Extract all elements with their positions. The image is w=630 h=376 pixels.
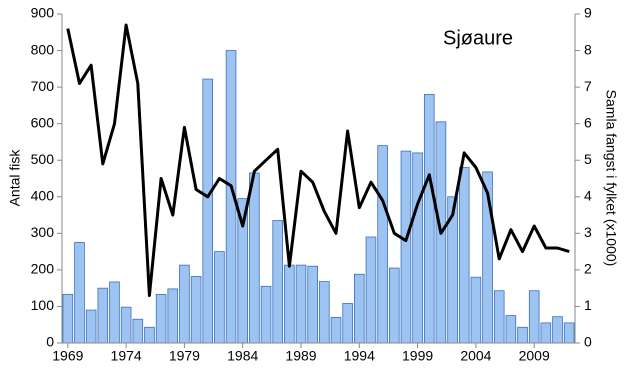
y2-tick-label: 9 (584, 5, 592, 21)
y-tick-label: 300 (31, 224, 55, 240)
y2-tick-label: 2 (584, 261, 592, 277)
x-tick-label: 1984 (227, 348, 258, 364)
bar (377, 145, 388, 344)
bar (412, 152, 423, 344)
bar (365, 236, 377, 344)
y-tick-label: 200 (31, 261, 55, 277)
bar (144, 326, 155, 344)
bar (109, 281, 120, 344)
y-tick-label: 400 (31, 187, 55, 203)
bar (342, 303, 353, 344)
bar (272, 220, 283, 344)
y2-axis-label: Samla fangst i fylket (x1000) (603, 90, 619, 267)
bar (563, 322, 575, 344)
bar (120, 306, 132, 344)
bar (179, 264, 190, 344)
bar (400, 150, 412, 344)
y2-tick-label: 6 (584, 114, 592, 130)
x-tick-label: 1999 (402, 348, 433, 364)
bar (470, 276, 482, 344)
y2-tick-label: 4 (584, 187, 592, 203)
y-tick-label: 500 (31, 151, 55, 167)
bar (62, 293, 74, 344)
bar (493, 290, 505, 344)
bar (307, 265, 318, 344)
x-tick-label: 1994 (344, 348, 375, 364)
bar (552, 316, 563, 344)
annotation: Sjøaure (443, 27, 513, 49)
bar (190, 276, 202, 344)
bar (528, 290, 540, 344)
y2-tick-label: 3 (584, 224, 592, 240)
bar (249, 172, 260, 344)
bar (423, 94, 435, 344)
bar (388, 267, 400, 344)
x-tick-label: 2004 (460, 348, 491, 364)
bar (295, 264, 307, 344)
bar (155, 293, 167, 344)
y2-tick-label: 5 (584, 151, 592, 167)
y2-tick-label: 0 (584, 334, 592, 350)
y-tick-label: 900 (31, 5, 55, 21)
y-tick-label: 800 (31, 41, 55, 57)
y2-tick-label: 1 (584, 297, 592, 313)
bar (458, 167, 470, 344)
bar (505, 315, 517, 344)
annotation-box (428, 22, 528, 56)
x-tick-label: 1989 (285, 348, 316, 364)
bar (540, 322, 552, 344)
y-tick-label: 100 (31, 297, 55, 313)
x-tick-label: 1974 (111, 348, 142, 364)
bar (97, 287, 109, 344)
bar (319, 281, 330, 344)
x-tick-label: 1969 (52, 348, 83, 364)
bar (85, 309, 97, 344)
y-axis-label: Antal fisk (7, 149, 23, 207)
y2-tick-label: 7 (584, 78, 592, 94)
bar (214, 251, 225, 344)
x-tick-label: 2009 (519, 348, 550, 364)
bar (284, 264, 295, 344)
y-tick-label: 600 (31, 114, 55, 130)
bar (330, 317, 342, 344)
bar (260, 285, 272, 344)
y-tick-label: 700 (31, 78, 55, 94)
bar (74, 242, 85, 344)
y-tick-label: 0 (46, 334, 54, 350)
bar (202, 78, 214, 344)
bar (517, 326, 528, 344)
y2-tick-label: 8 (584, 41, 592, 57)
line (66, 23, 570, 297)
bar (167, 288, 179, 344)
bar (132, 318, 144, 344)
bar (354, 273, 365, 344)
x-tick-label: 1979 (169, 348, 200, 364)
